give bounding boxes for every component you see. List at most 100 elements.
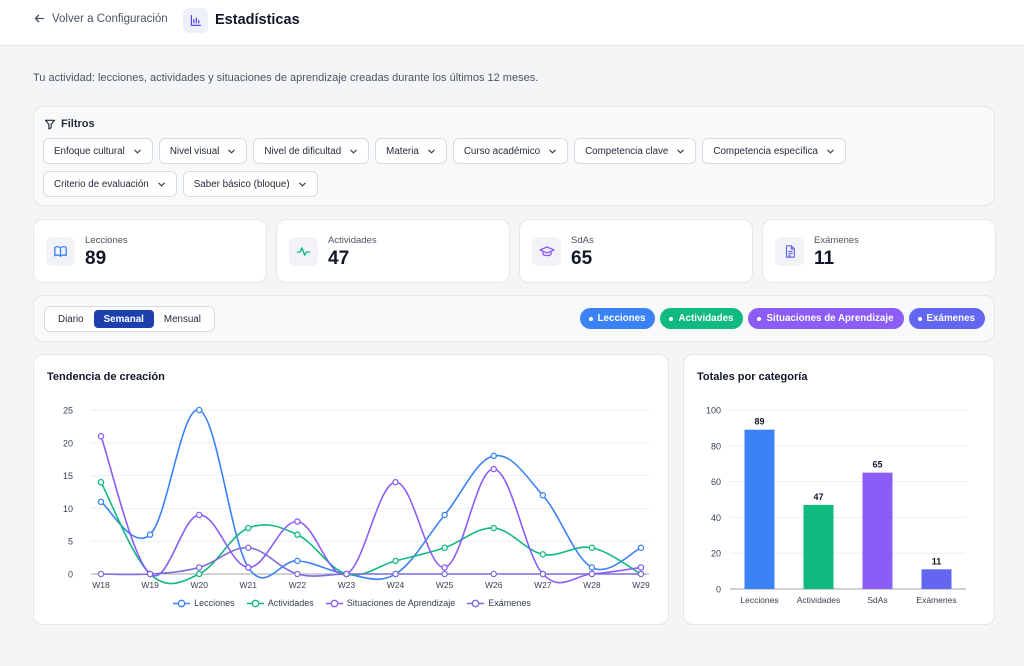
x-tick-label: W23 (338, 580, 356, 590)
legend-label: Actividades (267, 598, 314, 608)
y-tick-label: 25 (63, 406, 73, 416)
filter-competencia-especifica[interactable]: Competencia específica (702, 138, 846, 164)
chevron-down-icon (549, 149, 556, 154)
filter-label: Saber básico (bloque) (193, 178, 290, 190)
x-tick-label: W20 (190, 580, 208, 590)
legend-item-actividades[interactable]: Actividades (246, 598, 314, 608)
y-tick-label: 80 (711, 441, 721, 451)
data-point-lecciones (441, 511, 448, 519)
data-point-examenes (343, 570, 350, 578)
data-point-situaciones-de-aprendizaje (245, 564, 252, 571)
chevron-down-icon (228, 149, 236, 154)
filters-panel: Filtros Enfoque cultural Nivel visual Ni… (33, 106, 995, 206)
filter-competencia-clave[interactable]: Competencia clave (574, 138, 697, 164)
x-tick-label: Actividades (797, 595, 840, 605)
stat-card-actividades: Actividades 47 (276, 219, 510, 283)
data-point-examenes (490, 570, 497, 578)
filter-label: Nivel visual (169, 145, 220, 157)
legend-item-examenes[interactable]: Exámenes (467, 598, 531, 608)
series-line-situaciones-de-aprendizaje (100, 435, 642, 584)
data-point-lecciones (637, 544, 645, 552)
totals-chart-title: Totales por categoría (697, 371, 808, 383)
legend-marker-icon (173, 599, 191, 607)
stat-card-examenes: Exámenes 11 (762, 219, 996, 283)
dot-icon (669, 316, 674, 321)
y-tick-label: 20 (711, 549, 721, 559)
toggle-examenes[interactable]: Exámenes (908, 308, 985, 329)
data-point-lecciones (97, 498, 105, 506)
legend-marker-icon (325, 599, 343, 607)
filter-criterio-evaluacion[interactable]: Criterio de evaluación (43, 171, 177, 197)
trend-chart-card: Tendencia de creación 0 5 10 15 20 25 W18 W19 W2… (33, 354, 669, 625)
data-point-examenes (97, 570, 105, 578)
x-tick-label: W24 (387, 580, 405, 590)
legend-item-lecciones[interactable]: Lecciones (173, 598, 235, 608)
back-link[interactable]: Volver a Configuración (33, 12, 168, 25)
data-point-actividades (539, 551, 547, 558)
y-tick-label: 40 (711, 513, 721, 523)
data-point-situaciones-de-aprendizaje (195, 511, 203, 519)
data-point-lecciones (490, 452, 497, 460)
data-point-actividades (392, 557, 399, 565)
bar-value-label: 11 (932, 556, 942, 566)
legend-label: Exámenes (488, 598, 531, 608)
stat-label: Lecciones (85, 235, 128, 246)
trend-legend: Lecciones Actividades Situaciones de Apren… (34, 598, 670, 608)
stat-value: 65 (571, 248, 593, 269)
chevron-down-icon (157, 182, 165, 187)
legend-item-situaciones-de-aprendizaje[interactable]: Situaciones de Aprendizaje (325, 598, 455, 608)
x-tick-label: Lecciones (740, 595, 778, 605)
x-tick-label: W28 (583, 580, 601, 590)
filter-label: Competencia clave (585, 145, 669, 157)
chevron-down-icon (677, 149, 685, 154)
period-mensual[interactable]: Mensual (163, 313, 201, 325)
data-point-examenes (146, 570, 154, 578)
series-line-actividades (100, 481, 642, 585)
filter-nivel-visual[interactable]: Nivel visual (158, 138, 248, 164)
filter-nivel-dificultad[interactable]: Nivel de dificultad (253, 138, 370, 164)
x-tick-label: W26 (485, 580, 503, 590)
x-tick-label: W27 (534, 580, 552, 590)
stat-label: Actividades (328, 235, 377, 246)
stat-card-lecciones: Lecciones 89 (33, 219, 267, 283)
toggle-situaciones[interactable]: Situaciones de Aprendizaje (748, 308, 904, 329)
data-point-situaciones-de-aprendizaje (294, 518, 301, 525)
data-point-situaciones-de-aprendizaje (392, 478, 399, 486)
period-diario[interactable]: Diario (58, 313, 84, 325)
legend-marker-icon (246, 599, 264, 607)
legend-marker-icon (467, 599, 485, 607)
data-point-examenes (245, 544, 252, 552)
filters-header: Filtros (44, 118, 95, 130)
stat-card-sdas: SdAs 65 (519, 219, 753, 283)
data-point-actividades (588, 544, 596, 552)
data-point-examenes (441, 570, 448, 578)
data-point-situaciones-de-aprendizaje (441, 564, 448, 571)
stat-label: SdAs (571, 235, 594, 246)
data-point-situaciones-de-aprendizaje (637, 564, 645, 571)
x-tick-label: W22 (289, 580, 307, 590)
toggle-label: Situaciones de Aprendizaje (766, 313, 894, 324)
data-point-examenes (539, 570, 547, 578)
activity-icon (289, 237, 318, 266)
period-semanal[interactable]: Semanal (93, 310, 154, 328)
data-point-lecciones (195, 406, 203, 414)
x-tick-label: W18 (92, 580, 110, 590)
filter-curso-academico[interactable]: Curso académico (452, 138, 569, 164)
stat-value: 11 (814, 248, 835, 269)
filter-saber-basico[interactable]: Saber básico (bloque) (182, 171, 318, 197)
filter-label: Enfoque cultural (54, 145, 125, 157)
series-line-examenes (100, 546, 641, 577)
book-icon (46, 237, 75, 266)
data-point-actividades (97, 478, 105, 486)
filter-enfoque-cultural[interactable]: Enfoque cultural (43, 138, 153, 164)
graduation-cap-icon (532, 237, 561, 266)
toggle-lecciones[interactable]: Lecciones (579, 308, 656, 329)
chevron-down-icon (298, 182, 306, 187)
toggle-actividades[interactable]: Actividades (660, 308, 744, 329)
page-title: Estadísticas (215, 12, 300, 28)
filter-chips: Enfoque cultural Nivel visual Nivel de d… (43, 138, 983, 197)
filter-materia[interactable]: Materia (375, 138, 447, 164)
arrow-left-icon (34, 14, 45, 23)
y-tick-label: 15 (63, 471, 73, 481)
bar-value-label: 89 (754, 417, 764, 427)
